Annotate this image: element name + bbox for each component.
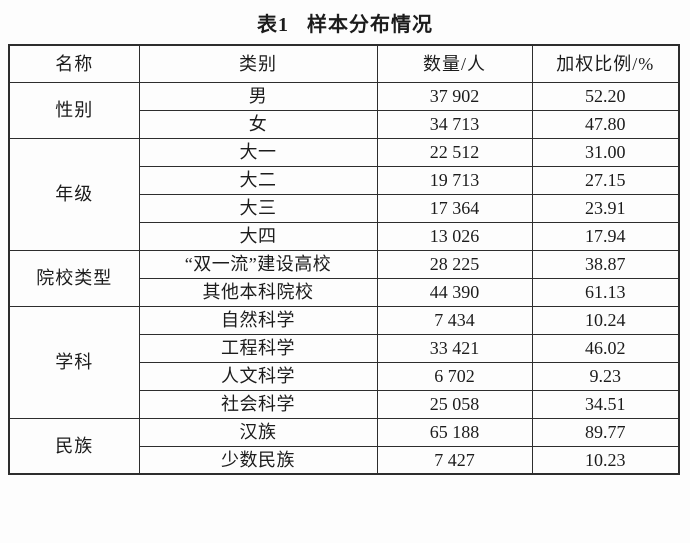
category-cell: 社会科学	[138, 389, 378, 419]
header-row: 名称 类别 数量/人 加权比例/%	[8, 44, 680, 83]
table-row: 院校类型 “双一流”建设高校 28 225 38.87	[8, 249, 680, 307]
category-cell: 大二	[138, 165, 378, 195]
category-cell: 男	[138, 81, 378, 111]
category-cell: 女	[138, 109, 378, 139]
table-row: 人文科学 6 702 9.23	[9, 361, 680, 391]
category-cell: 汉族	[138, 417, 378, 447]
table-row: 工程科学 33 421 46.02	[9, 333, 680, 363]
count-cell: 22 512	[376, 137, 533, 167]
count-cell: 17 364	[376, 193, 533, 223]
group-name-cell: 院校类型	[8, 249, 140, 307]
count-cell: 34 713	[376, 109, 533, 139]
percent-cell: 31.00	[531, 137, 680, 167]
table-row: 女 34 713 47.80	[9, 109, 680, 139]
percent-cell: 61.13	[531, 277, 680, 307]
count-cell: 7 434	[376, 305, 533, 335]
category-cell: “双一流”建设高校	[138, 249, 378, 279]
category-cell: 大一	[138, 137, 378, 167]
count-cell: 28 225	[376, 249, 533, 279]
table-row: 大二 19 713 27.15	[9, 165, 680, 195]
group-name-cell: 性别	[8, 81, 140, 139]
percent-cell: 27.15	[531, 165, 680, 195]
percent-cell: 34.51	[531, 389, 680, 419]
table-caption: 表1 样本分布情况	[0, 0, 690, 44]
count-cell: 13 026	[376, 221, 533, 251]
table-row: 其他本科院校 44 390 61.13	[9, 277, 680, 307]
count-cell: 19 713	[376, 165, 533, 195]
count-cell: 44 390	[376, 277, 533, 307]
table-row: 大四 13 026 17.94	[9, 221, 680, 251]
table-row: 民族 汉族 65 188 89.77	[8, 417, 680, 475]
percent-cell: 47.80	[531, 109, 680, 139]
category-cell: 人文科学	[138, 361, 378, 391]
table-caption-number: 表1	[257, 13, 289, 36]
percent-cell: 89.77	[531, 417, 680, 447]
table-row: 年级 大一 22 512 31.00	[8, 137, 680, 251]
table-row: 性别 男 37 902 52.20	[8, 81, 680, 139]
header-count: 数量/人	[376, 44, 533, 83]
category-cell: 自然科学	[138, 305, 378, 335]
table-row: 社会科学 25 058 34.51	[9, 389, 680, 419]
header-weighted-pct: 加权比例/%	[531, 44, 680, 83]
count-cell: 65 188	[376, 417, 533, 447]
group-name-cell: 年级	[8, 137, 140, 251]
header-name: 名称	[8, 44, 140, 83]
sample-distribution-table: 名称 类别 数量/人 加权比例/% 性别 男 37 902 52.20 女 34…	[8, 44, 680, 475]
group-name-cell: 民族	[8, 417, 140, 475]
percent-cell: 46.02	[531, 333, 680, 363]
percent-cell: 10.24	[531, 305, 680, 335]
percent-cell: 17.94	[531, 221, 680, 251]
table-row: 少数民族 7 427 10.23	[9, 445, 680, 475]
category-cell: 大四	[138, 221, 378, 251]
category-cell: 其他本科院校	[138, 277, 378, 307]
table-caption-title: 样本分布情况	[307, 13, 433, 36]
percent-cell: 52.20	[531, 81, 680, 111]
count-cell: 25 058	[376, 389, 533, 419]
count-cell: 37 902	[376, 81, 533, 111]
count-cell: 6 702	[376, 361, 533, 391]
category-cell: 大三	[138, 193, 378, 223]
percent-cell: 10.23	[531, 445, 680, 475]
percent-cell: 23.91	[531, 193, 680, 223]
count-cell: 7 427	[376, 445, 533, 475]
table-row: 学科 自然科学 7 434 10.24	[8, 305, 680, 419]
table-row: 大三 17 364 23.91	[9, 193, 680, 223]
percent-cell: 9.23	[531, 361, 680, 391]
category-cell: 工程科学	[138, 333, 378, 363]
group-name-cell: 学科	[8, 305, 140, 419]
category-cell: 少数民族	[138, 445, 378, 475]
count-cell: 33 421	[376, 333, 533, 363]
percent-cell: 38.87	[531, 249, 680, 279]
header-category: 类别	[138, 44, 378, 83]
